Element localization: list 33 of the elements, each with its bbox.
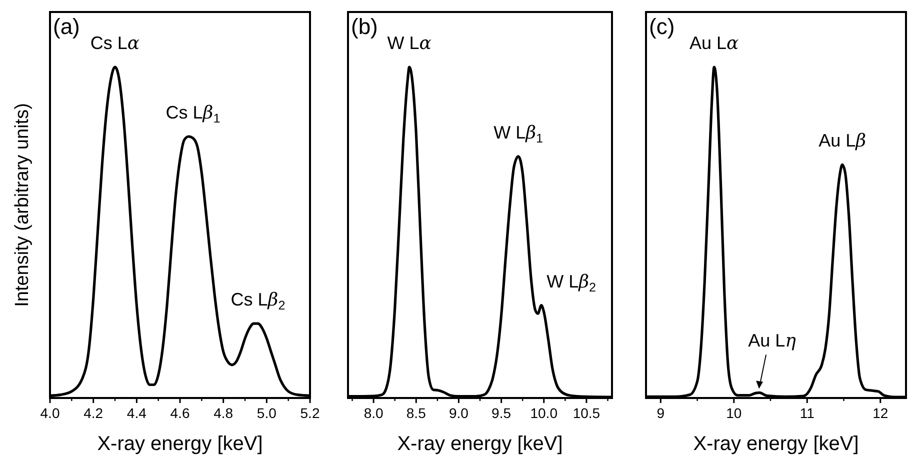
x-tick-label: 9.0: [448, 405, 469, 421]
x-tick-label: 12: [872, 405, 888, 421]
chart-title: (c): [649, 14, 675, 39]
annotation: Au Lα: [690, 33, 739, 54]
x-tick-label: 4.0: [40, 405, 60, 421]
x-axis-title: X-ray energy [keV]: [693, 433, 859, 455]
x-tick-label: 5.0: [256, 405, 277, 421]
annotation: Cs Lβ$_{2}$: [230, 290, 286, 312]
x-tick-label: 4.6: [170, 405, 190, 421]
x-tick-label: 10: [726, 405, 742, 421]
x-tick-label: 4.8: [214, 405, 234, 421]
chart-title: (a): [53, 14, 80, 39]
annotation: Cs Lα: [90, 33, 140, 54]
annotation: W Lβ$_{1}$: [494, 122, 544, 146]
y-axis-title: Intensity (arbitrary units): [12, 103, 33, 307]
annotation: W Lβ$_{2}$: [546, 271, 596, 294]
chart-title: (b): [351, 14, 378, 39]
x-tick-label: 10.5: [572, 405, 600, 421]
x-tick-label: 5.2: [300, 405, 320, 421]
x-tick-label: 8.0: [364, 405, 384, 421]
annotation: W Lα: [387, 33, 432, 54]
x-tick-label: 10.0: [530, 405, 558, 421]
x-tick-label: 4.2: [84, 405, 104, 421]
annotation: Cs Lβ$_{1}$: [166, 102, 220, 126]
x-tick-label: 11: [800, 405, 815, 421]
x-axis-title: X-ray energy [keV]: [397, 433, 563, 455]
x-tick-label: 4.4: [126, 405, 147, 421]
x-tick-label: 9: [656, 405, 665, 421]
x-tick-label: 8.5: [406, 405, 426, 421]
x-axis-title: X-ray energy [keV]: [97, 433, 263, 455]
x-tick-label: 9.5: [492, 405, 512, 421]
annotation: Au Lβ: [818, 130, 866, 152]
annotation: Au Lη: [748, 330, 796, 352]
